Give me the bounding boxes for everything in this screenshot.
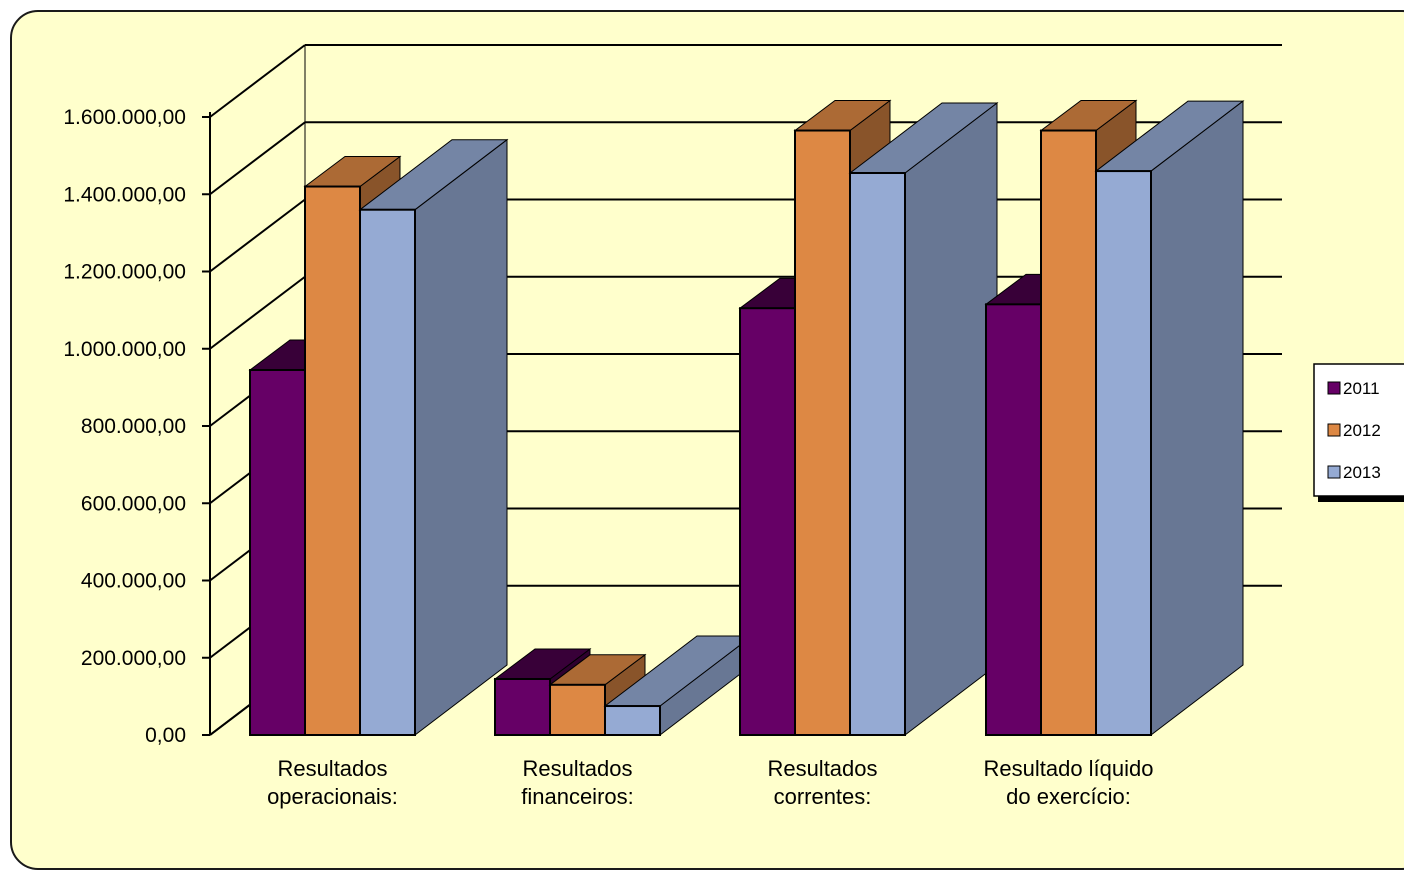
bar-2012-2 [794,129,851,737]
bar-2012-1 [549,683,606,736]
y-tick-label: 1.000.000,00 [63,338,186,361]
legend-label-2011: 2011 [1343,379,1380,398]
y-axis-ticks: 0,00 200.000,00 400.000,00 600.000,00 800.00… [63,106,186,747]
bar-2012-3 [1040,129,1097,737]
y-tick-label: 600.000,00 [81,492,186,515]
category-label: do exercício: [1006,784,1131,809]
y-tick-label: 400.000,00 [81,570,186,593]
bar-2013-3 [1095,170,1152,736]
legend-label-2013: 2013 [1343,463,1381,482]
gridline-diagonal [209,275,306,350]
gridline-diagonal [209,121,306,196]
y-tick-label: 1.400.000,00 [63,183,186,206]
y-tick-label: 1.200.000,00 [63,261,186,284]
y-tick-label: 200.000,00 [81,647,186,670]
bar-side-2013 [1150,100,1244,737]
bar-2011-3 [985,303,1042,736]
bar-2011-0 [249,368,306,736]
legend: 2011 2012 2013 [1313,363,1404,502]
legend-label-2012: 2012 [1343,421,1381,440]
category-label: Resultados [767,756,877,781]
category-label: Resultados [522,756,632,781]
category-labels: Resultados operacionais: Resultados finance… [267,756,1153,809]
y-tick-label: 0,00 [145,724,186,747]
bar-2011-1 [494,677,551,737]
bar-2011-2 [739,307,796,736]
y-tick-label: 800.000,00 [81,415,186,438]
legend-swatch-2013 [1327,465,1341,479]
legend-swatch-2011 [1327,381,1341,395]
bar-side-2013 [414,138,508,737]
category-label: correntes: [774,784,872,809]
bar-2013-1 [604,705,661,736]
y-tick-label: 1.600.000,00 [63,106,186,129]
bar-2012-0 [304,185,361,736]
gridline-diagonal [209,44,306,118]
bars [248,99,1245,737]
bar-2013-2 [849,172,906,737]
category-label: financeiros: [521,784,634,809]
gridline-diagonal [209,198,306,273]
category-label: Resultado líquido [983,756,1153,781]
bar-side-2013 [904,101,998,737]
bar-2013-0 [359,208,416,736]
category-label: operacionais: [267,784,398,809]
legend-swatch-2012 [1327,423,1341,437]
category-label: Resultados [277,756,387,781]
